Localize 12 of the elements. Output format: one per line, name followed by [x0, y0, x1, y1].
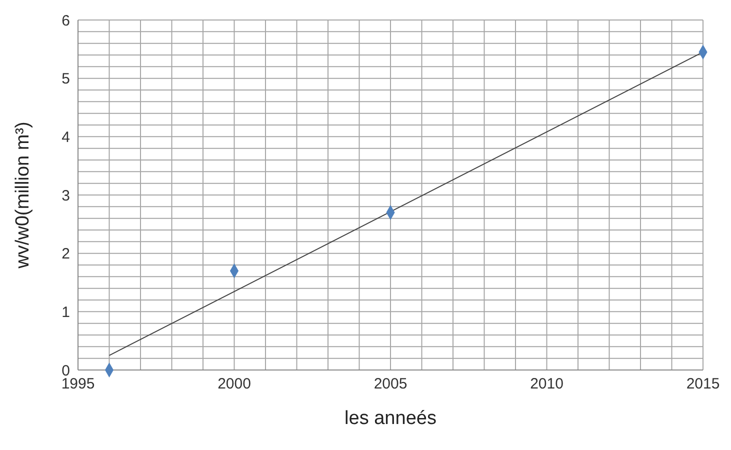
y-axis-title: wv/w0(million m³)	[12, 122, 34, 270]
x-axis-title: les anneés	[344, 408, 436, 429]
y-tick-label: 3	[62, 187, 70, 204]
y-tick-label: 4	[62, 128, 70, 146]
x-tick-label: 2005	[374, 376, 408, 393]
x-tick-label: 2010	[530, 376, 564, 393]
x-tick-label: 2000	[218, 376, 251, 393]
y-tick-label: 5	[62, 70, 70, 88]
x-tick-label: 2015	[686, 376, 720, 393]
y-tick-label: 6	[62, 12, 70, 30]
y-tick-label: 2	[62, 246, 70, 263]
y-tick-label: 1	[62, 304, 70, 321]
